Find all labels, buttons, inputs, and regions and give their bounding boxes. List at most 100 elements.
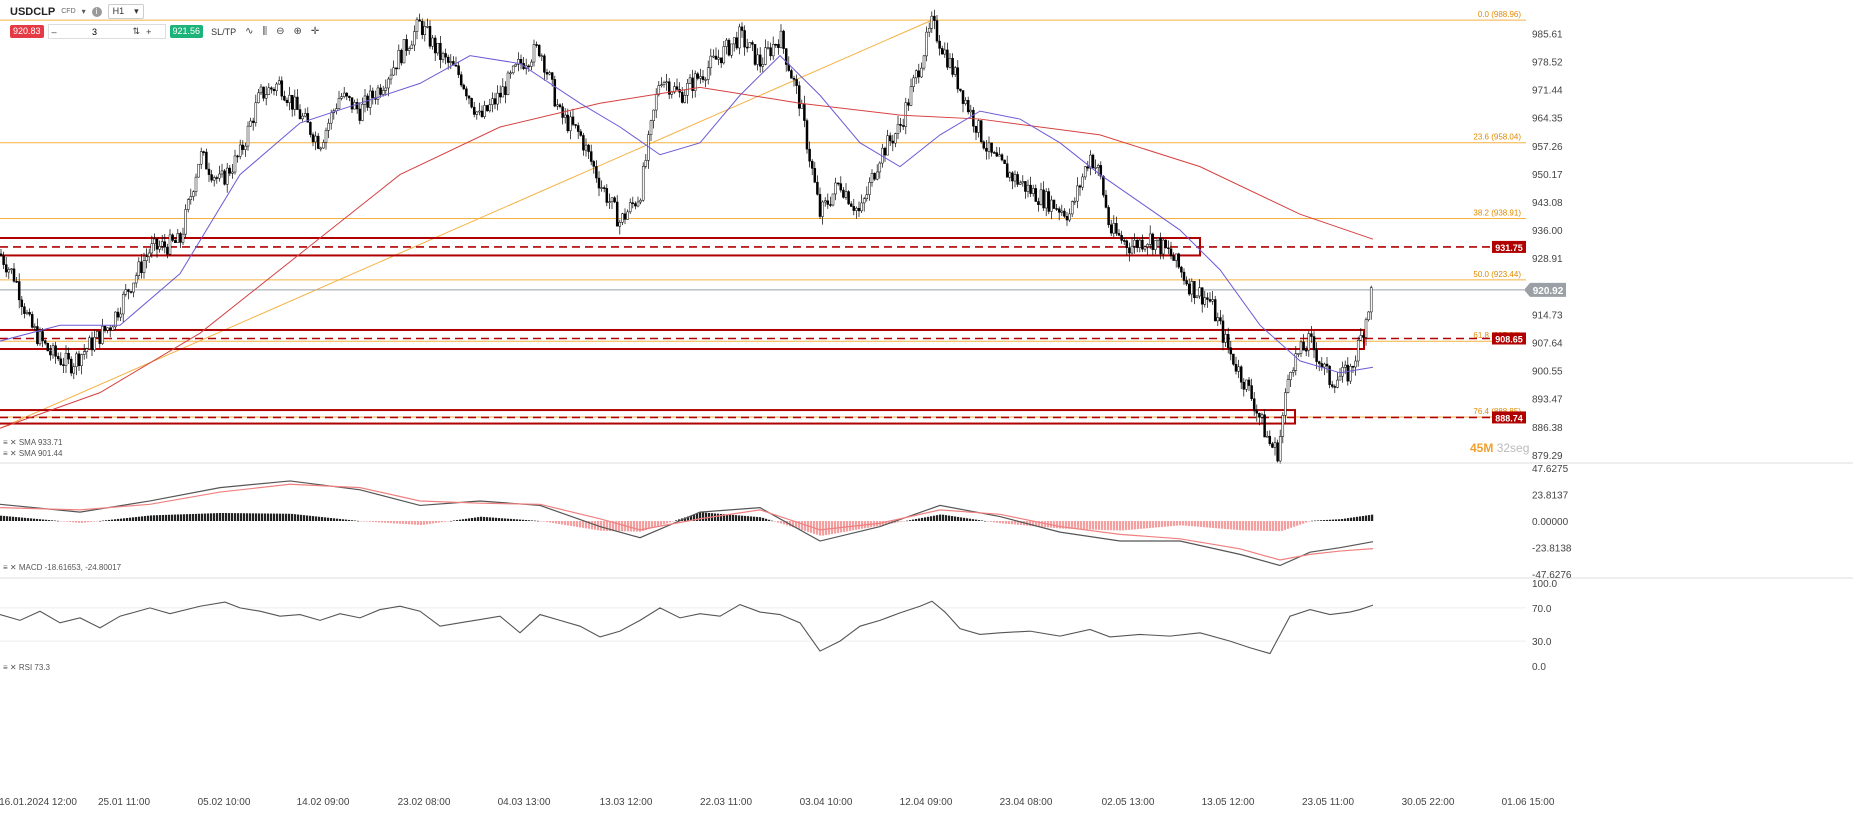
candle-body <box>77 353 81 366</box>
candle-body <box>160 241 164 247</box>
macd-histogram-bar <box>612 520 615 532</box>
sell-button[interactable]: 920.83 <box>10 25 44 38</box>
candle-body <box>1063 210 1066 217</box>
macd-label[interactable]: ≡ ✕ MACD -18.61653, -24.80017 <box>3 563 122 572</box>
time-tick-label: 05.02 10:00 <box>198 797 251 808</box>
candle-body <box>605 188 609 203</box>
macd-histogram-bar <box>969 518 972 521</box>
symbol-name[interactable]: USDCLP <box>10 5 56 18</box>
candle-body <box>1195 295 1199 298</box>
candle-body <box>1115 223 1118 234</box>
candle-body <box>1169 248 1173 256</box>
candle-body <box>1297 353 1300 355</box>
macd-histogram-bar <box>189 514 192 521</box>
macd-histogram-bar <box>390 520 393 524</box>
macd-histogram-bar <box>831 520 834 535</box>
time-tick-label: 23.05 11:00 <box>1302 797 1355 808</box>
candle-body <box>1320 363 1324 368</box>
macd-histogram-bar <box>921 517 924 521</box>
candle-body <box>509 72 512 75</box>
zoom-in-icon[interactable]: ⊕ <box>293 26 302 37</box>
macd-histogram-bar <box>477 517 480 521</box>
macd-histogram-bar <box>270 513 273 521</box>
candle-body <box>1271 443 1274 448</box>
info-icon[interactable]: i <box>91 6 102 17</box>
candle-body <box>935 20 939 42</box>
macd-value: MACD -18.61653, -24.80017 <box>18 563 122 572</box>
candle-body <box>358 108 362 121</box>
macd-histogram-bar <box>738 515 741 521</box>
macd-histogram-bar <box>1278 520 1281 532</box>
macd-histogram-bar <box>1161 520 1164 527</box>
line-chart-icon[interactable]: ∿ <box>245 26 254 37</box>
macd-tick-label: -23.8138 <box>1532 544 1572 555</box>
candle-body <box>446 56 450 63</box>
macd-histogram-bar <box>378 520 381 523</box>
candle-body <box>472 106 476 115</box>
buy-button[interactable]: 921.56 <box>169 25 204 38</box>
candle-body <box>449 61 453 63</box>
candle-body <box>1200 287 1204 305</box>
decrease-button[interactable]: – <box>51 26 57 37</box>
macd-histogram-bar <box>540 520 543 522</box>
candle-body <box>1135 239 1139 248</box>
level-price-tag <box>1492 411 1526 424</box>
macd-histogram-bar <box>1056 520 1059 529</box>
candle-body <box>1055 208 1058 210</box>
sma2-label[interactable]: ≡ ✕ SMA 901.44 <box>3 449 63 458</box>
macd-histogram-bar <box>1041 520 1044 527</box>
macd-histogram-bar <box>15 517 18 521</box>
candle-body <box>842 189 845 198</box>
candle-body <box>1289 372 1292 380</box>
candle-body <box>1120 235 1123 241</box>
candle-body <box>1180 266 1183 273</box>
candle-body <box>849 203 853 207</box>
macd-histogram-bar <box>615 520 618 532</box>
candle-body <box>951 58 954 75</box>
candle-body <box>803 103 806 121</box>
zoom-out-icon[interactable]: ⊖ <box>276 26 285 37</box>
candle-body <box>618 222 622 227</box>
crosshair-icon[interactable]: ✛ <box>310 26 320 37</box>
macd-histogram-bar <box>1062 520 1065 529</box>
candle-body <box>400 49 403 64</box>
macd-histogram-bar <box>285 513 288 521</box>
candle-body <box>933 15 936 21</box>
stepper-arrows-icon[interactable]: ⇅ <box>132 26 141 36</box>
candle-body <box>301 115 304 120</box>
macd-histogram-bar <box>321 517 324 521</box>
candle-body <box>901 125 905 127</box>
increase-button[interactable]: + <box>146 26 152 37</box>
candle-body <box>979 120 983 143</box>
rsi-label[interactable]: ≡ ✕ RSI 73.3 <box>3 663 50 672</box>
macd-histogram-bar <box>243 513 246 521</box>
candle-body <box>704 79 707 81</box>
sltp-button[interactable]: SL/TP <box>211 26 237 37</box>
candles-icon[interactable]: ⫼ <box>262 26 268 37</box>
time-tick-label: 03.04 10:00 <box>800 797 853 808</box>
candle-body <box>1167 247 1170 250</box>
macd-histogram-bar <box>471 517 474 521</box>
macd-histogram-bar <box>516 519 519 521</box>
candle-body <box>1315 349 1318 362</box>
macd-histogram-bar <box>441 520 444 523</box>
macd-histogram-bar <box>636 520 639 532</box>
candle-body <box>1146 244 1149 247</box>
candle-body <box>303 113 307 117</box>
candle-body <box>132 282 135 293</box>
candle-body <box>454 64 458 67</box>
sma1-label[interactable]: ≡ ✕ SMA 933.71 <box>3 438 63 447</box>
macd-histogram-bar <box>903 520 906 522</box>
macd-histogram-bar <box>1308 520 1311 522</box>
candle-body <box>948 58 952 68</box>
macd-histogram-bar <box>513 519 516 521</box>
candle-body <box>821 201 824 217</box>
candle-body <box>20 299 24 307</box>
quantity-input[interactable] <box>59 26 130 37</box>
candle-body <box>415 19 419 32</box>
time-tick-label: 14.02 09:00 <box>297 797 350 808</box>
timeframe-select[interactable]: H1 ▾ <box>107 4 144 19</box>
symbol-dropdown-icon[interactable]: ▾ <box>81 7 86 16</box>
candle-body <box>95 331 99 338</box>
